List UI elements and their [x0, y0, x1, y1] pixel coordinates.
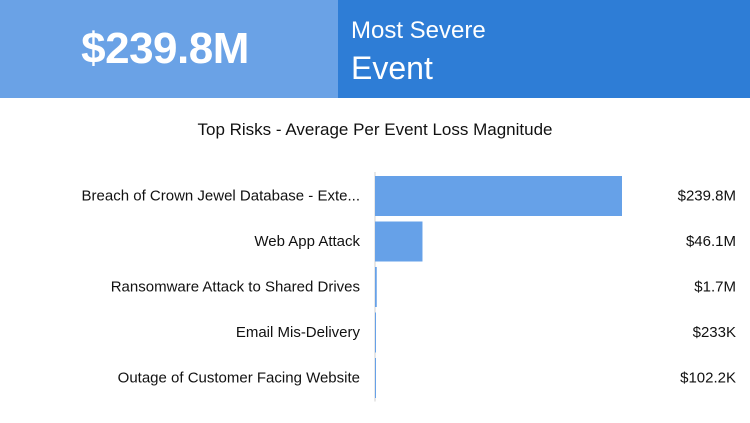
category-label: Outage of Customer Facing Website: [118, 370, 360, 387]
bar[interactable]: [375, 312, 376, 353]
chart-title: Top Risks - Average Per Event Loss Magni…: [197, 120, 553, 139]
value-label: $102.2K: [680, 370, 736, 387]
value-label: $233K: [693, 324, 736, 341]
category-label: Ransomware Attack to Shared Drives: [111, 279, 360, 296]
bar[interactable]: [375, 176, 622, 216]
category-label: Web App Attack: [254, 233, 360, 250]
kpi-label-line1: Most Severe: [351, 17, 486, 44]
bar[interactable]: [375, 358, 376, 398]
value-label: $1.7M: [694, 279, 736, 296]
bar[interactable]: [375, 221, 423, 262]
category-label: Breach of Crown Jewel Database - Exte...: [82, 188, 360, 205]
value-label: $46.1M: [686, 233, 736, 250]
kpi-value-tile: $239.8M: [0, 0, 338, 98]
value-label: $239.8M: [678, 188, 736, 205]
category-label: Email Mis-Delivery: [236, 324, 361, 341]
kpi-value: $239.8M: [81, 24, 249, 73]
bar[interactable]: [375, 267, 377, 307]
kpi-label-tile: Most Severe Event: [338, 0, 750, 98]
kpi-label-line2: Event: [351, 50, 433, 86]
